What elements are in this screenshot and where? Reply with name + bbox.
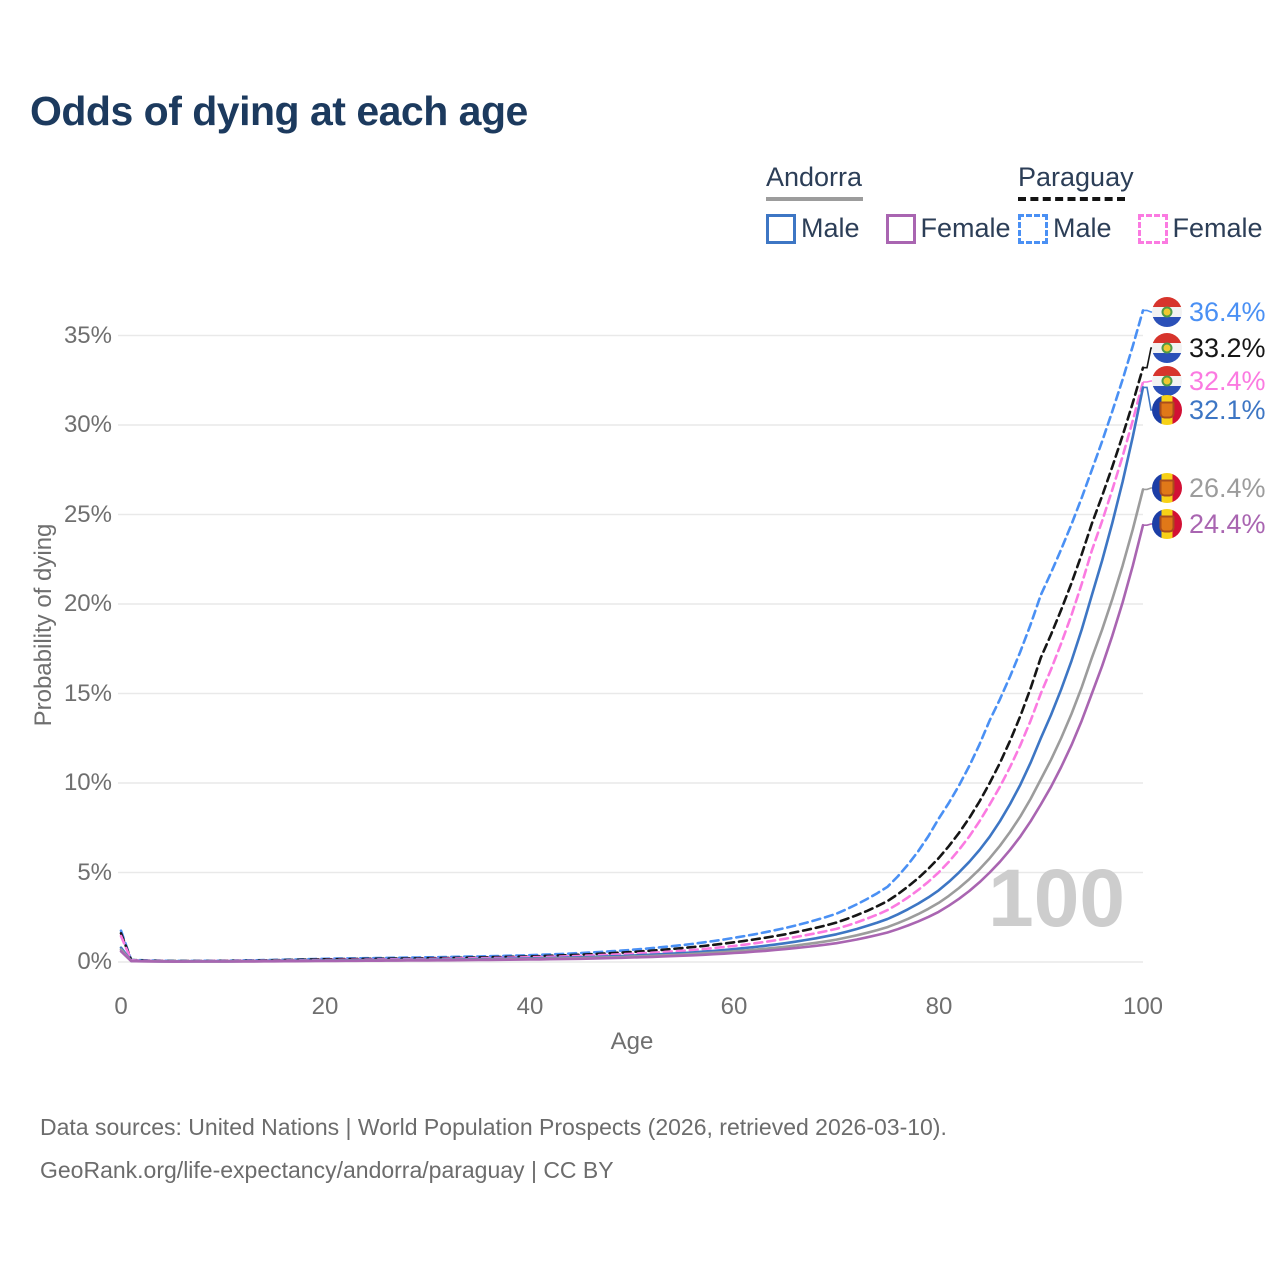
paraguay-emblem-icon [1161,375,1173,387]
x-tick: 100 [1122,993,1164,1020]
y-tick: 20% [63,590,112,617]
andorra-male-swatch-icon [766,213,796,244]
legend-group-andorra: Andorra Male Female [766,162,1011,244]
andorra-female-swatch-icon [885,213,916,244]
y-tick: 35% [63,321,112,349]
y-tick: 30% [63,411,112,438]
page-title: Odds of dying at each age [30,88,528,134]
x-tick: 0 [114,993,128,1020]
andorra-flag-icon [1152,509,1182,539]
end-label-value: 33.2% [1189,332,1266,363]
andorra-emblem-icon [1159,479,1175,497]
legend-country-andorra[interactable]: Andorra [766,162,1011,201]
x-axis-label: Age [610,1028,654,1055]
end-label-value: 32.1% [1189,394,1266,425]
end-label-value: 32.4% [1189,365,1266,396]
paraguay-emblem-icon [1161,342,1173,354]
legend-group-paraguay: Paraguay Male Female [1018,162,1263,244]
x-tick: 60 [720,993,748,1020]
paraguay-avg-line-swatch [1018,197,1125,201]
legend-country-label: Andorra [766,162,863,192]
age-watermark: 100 [988,853,1125,944]
legend-country-paraguay[interactable]: Paraguay [1018,162,1263,201]
legend-item-andorra-male[interactable]: Male [766,213,860,244]
andorra-avg-line-swatch [766,197,863,201]
footer-attribution-line: GeoRank.org/life-expectancy/andorra/para… [40,1156,614,1183]
end-label-value: 26.4% [1189,472,1266,503]
end-label-value: 36.4% [1189,296,1266,327]
andorra-emblem-icon [1159,401,1175,419]
paraguay-emblem-icon [1161,306,1173,318]
footer: Data sources: United Nations | World Pop… [40,1106,947,1191]
y-axis-label: Probability of dying [30,523,57,727]
line-andorra-female[interactable] [119,523,1145,963]
end-label-value: 24.4% [1189,508,1266,539]
andorra-flag-icon [1152,395,1182,425]
paraguay-flag-icon [1152,366,1182,396]
footer-sources-line: Data sources: United Nations | World Pop… [40,1114,947,1140]
end-label-andorra-female: 24.4% [1152,507,1266,541]
end-label-paraguay-average: 33.2% [1152,331,1266,365]
end-label-andorra-male: 32.1% [1152,393,1266,427]
legend-country-label: Paraguay [1018,162,1134,192]
x-tick: 40 [516,993,544,1020]
y-tick: 10% [63,769,112,796]
legend-item-paraguay-female[interactable]: Female [1137,213,1263,244]
andorra-emblem-icon [1159,515,1175,533]
chart-plot-area[interactable] [0,0,1280,1080]
end-label-paraguay-female: 32.4% [1152,364,1266,398]
legend-item-label: Male [801,213,860,243]
y-tick: 15% [63,679,112,707]
y-tick: 5% [77,858,112,886]
x-tick: 20 [311,993,339,1020]
andorra-flag-icon [1152,473,1182,503]
legend-item-paraguay-male[interactable]: Male [1018,213,1112,244]
x-tick: 80 [925,993,953,1020]
paraguay-male-swatch-icon [1018,213,1048,244]
paraguay-flag-icon [1152,333,1182,363]
legend-item-label: Male [1053,213,1112,243]
legend-item-label: Female [920,213,1011,243]
paraguay-female-swatch-icon [1137,213,1168,244]
legend-item-andorra-female[interactable]: Female [885,213,1011,244]
paraguay-flag-icon [1152,297,1182,327]
y-tick: 0% [77,948,112,975]
legend-item-label: Female [1172,213,1263,243]
end-label-paraguay-male: 36.4% [1152,295,1266,329]
y-tick: 25% [63,500,112,528]
end-label-andorra-average: 26.4% [1152,471,1266,505]
